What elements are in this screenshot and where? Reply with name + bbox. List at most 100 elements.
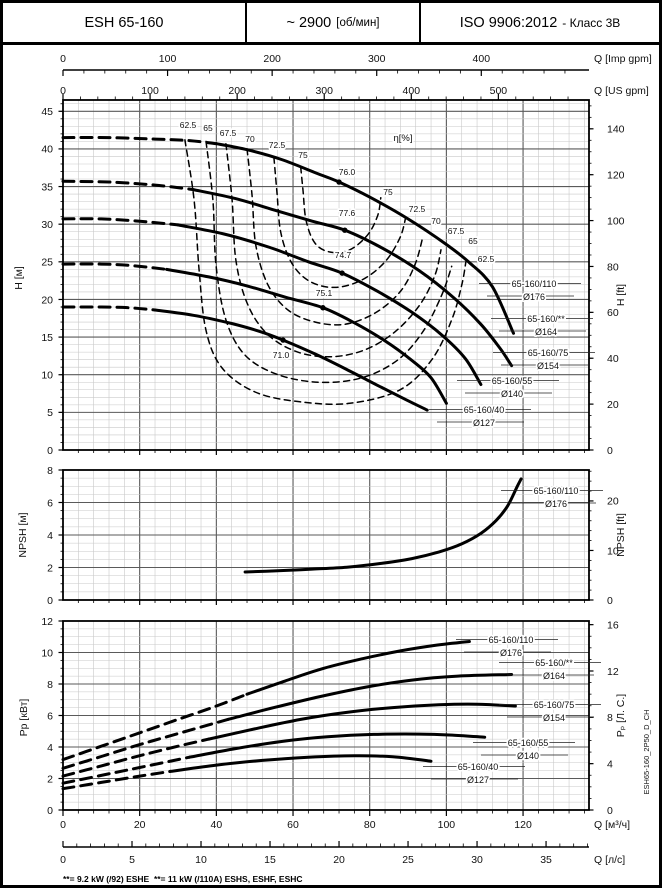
efficiency-contour-67.5 xyxy=(225,142,442,358)
header-standard: ISO 9906:2012 - Класс 3В xyxy=(421,3,659,42)
y-left-tick-label: 6 xyxy=(47,710,53,722)
curve-name-label: 65-160/75 xyxy=(534,700,575,710)
eta-axis-symbol: η[%] xyxy=(393,133,412,144)
efficiency-contour-75 xyxy=(299,166,382,254)
x-tick-label-lps: 10 xyxy=(195,854,207,866)
eta-label-right: 65 xyxy=(468,236,478,246)
eta-label-top: 65 xyxy=(203,123,213,133)
curve-diameter-label: Ø127 xyxy=(467,775,489,785)
y-left-tick-label: 10 xyxy=(41,647,53,659)
x-tick-label-lps: 0 xyxy=(60,854,66,866)
x-tick-label-m3h: 120 xyxy=(514,819,532,831)
x-tick-label-lps: 20 xyxy=(333,854,345,866)
x-tick-label-m3h: 0 xyxy=(60,819,66,831)
efficiency-contour-65 xyxy=(205,140,453,384)
curve-diameter-label: Ø176 xyxy=(500,648,522,658)
y-left-tick-label: 0 xyxy=(47,805,53,817)
pump-curve-65-160/** xyxy=(226,673,514,721)
curve-diameter-label: Ø154 xyxy=(537,361,559,371)
header-speed: ~ 2900 [об/мин] xyxy=(247,3,421,42)
y-left-axis-title: NPSH [м] xyxy=(17,512,29,557)
plot-frame xyxy=(62,99,590,451)
y-left-tick-label: 2 xyxy=(47,773,53,785)
header-row: ESH 65-160 ~ 2900 [об/мин] ISO 9906:2012… xyxy=(3,3,659,45)
y-right-tick-label: 120 xyxy=(607,169,625,181)
curve-diameter-label: Ø154 xyxy=(543,713,565,723)
y-left-tick-label: 4 xyxy=(47,530,53,542)
y-right-tick-label: 20 xyxy=(607,399,619,411)
eta-label-top: 67.5 xyxy=(220,128,237,138)
x-tick-label-lps: 35 xyxy=(540,854,552,866)
x-tick-label-us: 100 xyxy=(141,85,159,97)
pump-curve-65-160/** xyxy=(191,188,514,368)
eta-label-right: 67.5 xyxy=(448,226,465,236)
y-left-tick-label: 35 xyxy=(41,181,53,193)
y-left-tick-label: 12 xyxy=(41,616,53,628)
y-left-tick-label: 0 xyxy=(47,445,53,457)
pump-curve-dashed-65-160/110 xyxy=(61,692,249,762)
speed-value: ~ 2900 xyxy=(286,14,332,31)
bep-efficiency-label: 77.6 xyxy=(339,208,356,218)
x-tick-label-us: 400 xyxy=(403,85,421,97)
x-axis-title-m3h: Q [м³/ч] xyxy=(594,819,630,831)
x-tick-label-imp: 400 xyxy=(473,53,491,65)
y-right-tick-label: 0 xyxy=(607,805,613,817)
pump-curve-65-160/40 xyxy=(153,308,429,412)
curve-diameter-label: Ø176 xyxy=(545,499,567,509)
y-right-tick-label: 60 xyxy=(607,307,619,319)
pump-curve-dashed-65-160/** xyxy=(61,717,230,770)
bep-efficiency-label: 71.0 xyxy=(273,350,290,360)
y-left-tick-label: 45 xyxy=(41,106,53,118)
eta-label-right: 62.5 xyxy=(478,254,495,264)
pump-curve-65-160/110 xyxy=(243,477,523,574)
y-left-tick-label: 2 xyxy=(47,562,53,574)
pump-curve-65-160/40 xyxy=(168,754,433,773)
y-right-tick-label: 4 xyxy=(607,758,613,770)
curve-diameter-label: Ø164 xyxy=(543,671,565,681)
curve-name-label: 65-160/75 xyxy=(528,348,569,358)
x-tick-label-us: 200 xyxy=(228,85,246,97)
curve-name-label: 65-160/110 xyxy=(512,279,557,289)
x-axis-title-us: Q [US gpm] xyxy=(594,85,649,97)
pump-curve-dashed-65-160/75 xyxy=(61,217,180,227)
eta-label-right: 75 xyxy=(383,187,393,197)
bep-point xyxy=(280,337,286,343)
pump-curve-65-160/55 xyxy=(188,732,487,759)
x-tick-label-m3h: 100 xyxy=(438,819,456,831)
y-left-tick-label: 25 xyxy=(41,257,53,269)
eta-label-top: 70 xyxy=(245,134,255,144)
y-right-tick-label: 0 xyxy=(607,445,613,457)
x-tick-label-imp: 200 xyxy=(263,53,281,65)
y-right-tick-label: 20 xyxy=(607,496,619,508)
x-tick-label-us: 300 xyxy=(315,85,333,97)
x-tick-label-lps: 25 xyxy=(402,854,414,866)
x-tick-label-lps: 30 xyxy=(471,854,483,866)
y-left-tick-label: 8 xyxy=(47,679,53,691)
y-right-tick-label: 8 xyxy=(607,712,613,724)
curve-name-label: 65-160/** xyxy=(527,314,565,324)
pump-curve-65-160/55 xyxy=(165,267,448,405)
bep-point xyxy=(339,270,345,276)
y-left-tick-label: 0 xyxy=(47,595,53,607)
eta-label-top: 62.5 xyxy=(180,120,197,130)
y-left-tick-label: 40 xyxy=(41,144,53,156)
y-right-tick-label: 40 xyxy=(607,353,619,365)
model-label: ESH 65-160 xyxy=(84,14,164,31)
eta-label-top: 72.5 xyxy=(269,140,286,150)
y-left-tick-label: 30 xyxy=(41,219,53,231)
bep-point xyxy=(320,305,326,311)
bep-point xyxy=(336,179,342,185)
y-right-tick-label: 140 xyxy=(607,124,625,136)
y-right-axis-title: H [ft] xyxy=(615,284,627,306)
header-model: ESH 65-160 xyxy=(3,3,247,42)
curve-name-label: 65-160/110 xyxy=(534,486,579,496)
x-tick-label-m3h: 80 xyxy=(364,819,376,831)
curve-diameter-label: Ø127 xyxy=(473,418,495,428)
eta-label-right: 72.5 xyxy=(409,204,426,214)
drawing-code: ESH65-160_2P50_D_CH xyxy=(642,709,651,794)
x-tick-label-imp: 0 xyxy=(60,53,66,65)
pump-curve-dashed-65-160/55 xyxy=(61,262,168,271)
curve-diameter-label: Ø140 xyxy=(501,389,523,399)
standard-class: - Класс 3В xyxy=(562,15,621,30)
pump-curve-dashed-65-160/40 xyxy=(61,305,157,312)
